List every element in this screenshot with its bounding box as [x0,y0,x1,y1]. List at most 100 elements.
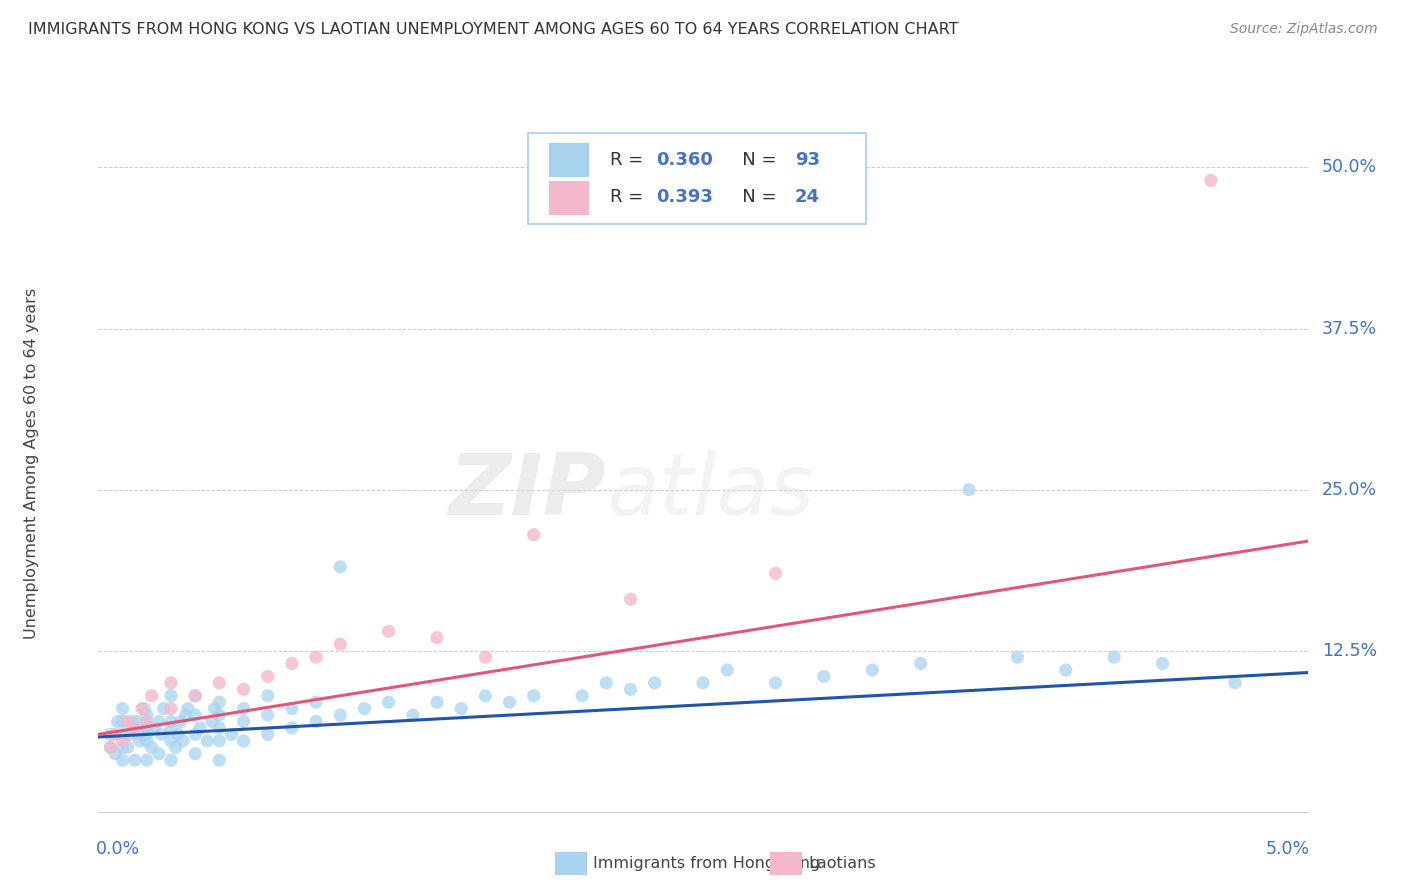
Point [184,727,207,741]
Point [523,527,546,541]
Point [104,747,127,761]
Point [329,637,352,651]
Point [305,714,328,729]
Point [184,689,207,703]
Point [281,721,304,735]
Point [117,714,139,729]
Text: IMMIGRANTS FROM HONG KONG VS LAOTIAN UNEMPLOYMENT AMONG AGES 60 TO 64 YEARS CORR: IMMIGRANTS FROM HONG KONG VS LAOTIAN UNE… [28,22,959,37]
Point [402,708,425,723]
Point [141,740,163,755]
Point [135,714,157,729]
Point [124,721,146,735]
Point [256,669,278,683]
Point [160,689,183,703]
Point [169,714,191,729]
Point [160,701,183,715]
Text: 50.0%: 50.0% [1322,159,1378,177]
Text: Laotians: Laotians [808,855,876,871]
Point [232,734,254,748]
Point [135,753,157,767]
Point [160,721,183,735]
Point [148,747,170,761]
Text: N =: N = [724,188,782,206]
Text: atlas: atlas [606,450,814,533]
Point [148,714,170,729]
Point [141,689,163,703]
Point [1102,650,1125,665]
Point [716,663,738,677]
Point [957,483,980,497]
Point [765,566,787,581]
Point [208,708,231,723]
Point [1199,173,1222,187]
Point [329,560,352,574]
Text: R =: R = [610,151,650,169]
Point [111,740,134,755]
Point [281,657,304,671]
Point [232,714,254,729]
Text: R =: R = [610,188,650,206]
Point [195,734,218,748]
Point [107,714,129,729]
Point [111,753,134,767]
Point [131,701,153,715]
Point [377,695,399,709]
Point [184,747,207,761]
Text: Unemployment Among Ages 60 to 64 years: Unemployment Among Ages 60 to 64 years [24,288,39,640]
Point [1223,676,1246,690]
Point [174,708,197,723]
Point [111,727,134,741]
Point [232,701,254,715]
Point [124,721,146,735]
Point [160,734,183,748]
Point [208,721,231,735]
Point [692,676,714,690]
Point [571,689,593,703]
Point [305,695,328,709]
Text: 25.0%: 25.0% [1322,481,1378,499]
Text: 93: 93 [794,151,820,169]
Text: ZIP: ZIP [449,450,606,533]
Point [644,676,666,690]
Point [121,714,143,729]
Point [160,714,183,729]
Point [184,708,207,723]
Point [135,714,157,729]
Text: Immigrants from Hong Kong: Immigrants from Hong Kong [593,855,821,871]
Point [131,727,153,741]
Point [765,676,787,690]
Point [135,734,157,748]
Text: 5.0%: 5.0% [1265,839,1310,857]
Point [111,701,134,715]
Point [135,708,157,723]
Point [221,727,243,741]
Point [117,740,139,755]
Point [910,657,932,671]
Point [100,740,122,755]
Point [813,669,835,683]
Point [134,701,156,715]
Point [188,721,211,735]
Point [498,695,520,709]
Point [201,714,224,729]
Point [118,727,141,741]
Point [184,689,207,703]
Point [172,734,194,748]
Point [135,727,157,741]
Text: 12.5%: 12.5% [1322,641,1378,660]
Point [111,714,134,729]
Text: 37.5%: 37.5% [1322,319,1378,337]
Bar [550,181,588,214]
Point [595,676,617,690]
Point [474,650,496,665]
Point [150,727,173,741]
Point [160,753,183,767]
Point [256,727,278,741]
Point [124,753,146,767]
Point [1152,657,1174,671]
Point [353,701,375,715]
Point [619,682,641,697]
Point [305,650,328,665]
Point [165,740,187,755]
Point [177,701,200,715]
